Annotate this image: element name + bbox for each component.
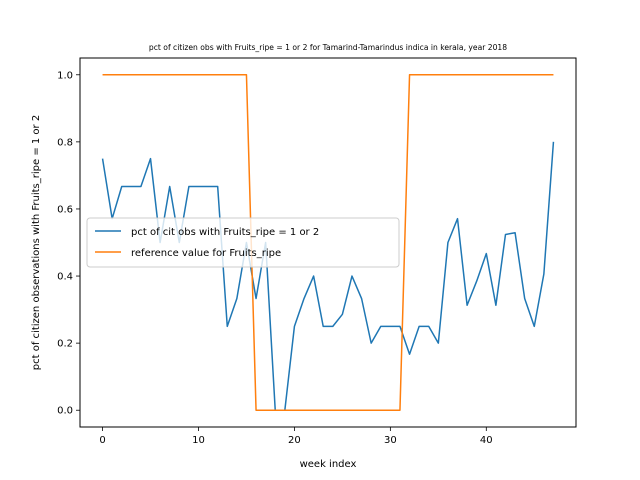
x-tick-label: 10 xyxy=(192,435,205,446)
y-tick-label: 0.4 xyxy=(57,272,73,283)
x-tick-label: 20 xyxy=(288,435,301,446)
x-tick-label: 0 xyxy=(99,435,105,446)
x-tick-label: 40 xyxy=(480,435,493,446)
legend-entry-series-2: reference value for Fruits_ripe xyxy=(131,248,281,259)
x-axis-label: week index xyxy=(300,459,357,470)
legend-box xyxy=(86,217,400,268)
chart-title: pct of citizen obs with Fruits_ripe = 1 … xyxy=(149,43,507,52)
y-tick-label: 0.2 xyxy=(57,339,73,350)
legend: pct of cit obs with Fruits_ripe = 1 or 2… xyxy=(86,217,400,268)
legend-entry-series-1: pct of cit obs with Fruits_ripe = 1 or 2 xyxy=(131,227,319,238)
y-tick-label: 0.6 xyxy=(57,204,73,215)
y-tick-label: 0.0 xyxy=(57,406,73,417)
y-tick-label: 0.8 xyxy=(57,137,73,148)
x-axis-ticks: 0 10 20 30 40 xyxy=(99,427,493,446)
y-axis-label: pct of citizen observations with Fruits_… xyxy=(31,115,42,370)
series-line-2 xyxy=(102,74,554,411)
y-axis-ticks: 0.0 0.2 0.4 0.6 0.8 1.0 xyxy=(57,70,80,417)
x-tick-label: 30 xyxy=(384,435,397,446)
plot-frame xyxy=(79,57,577,428)
series-line-1 xyxy=(101,141,555,411)
y-tick-label: 1.0 xyxy=(57,70,73,81)
